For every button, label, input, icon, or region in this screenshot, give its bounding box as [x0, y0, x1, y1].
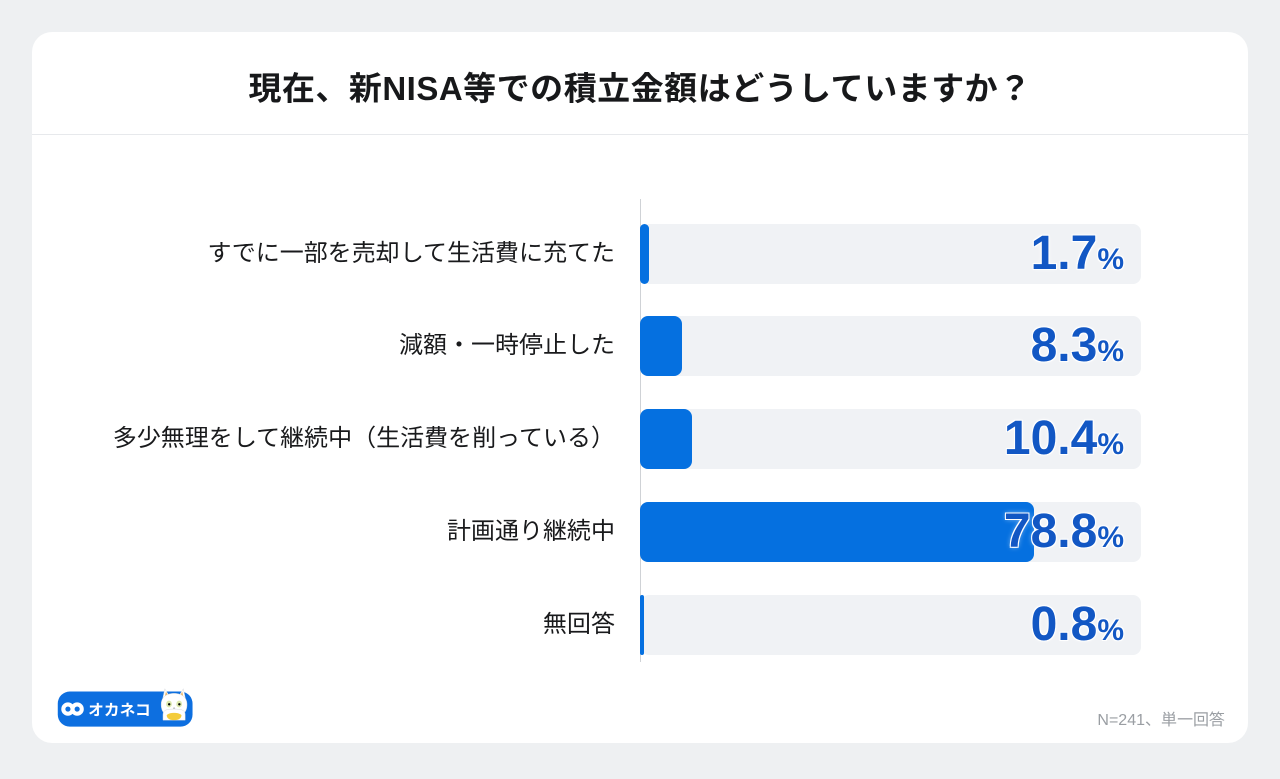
- svg-text:オカネコ: オカネコ: [88, 698, 150, 721]
